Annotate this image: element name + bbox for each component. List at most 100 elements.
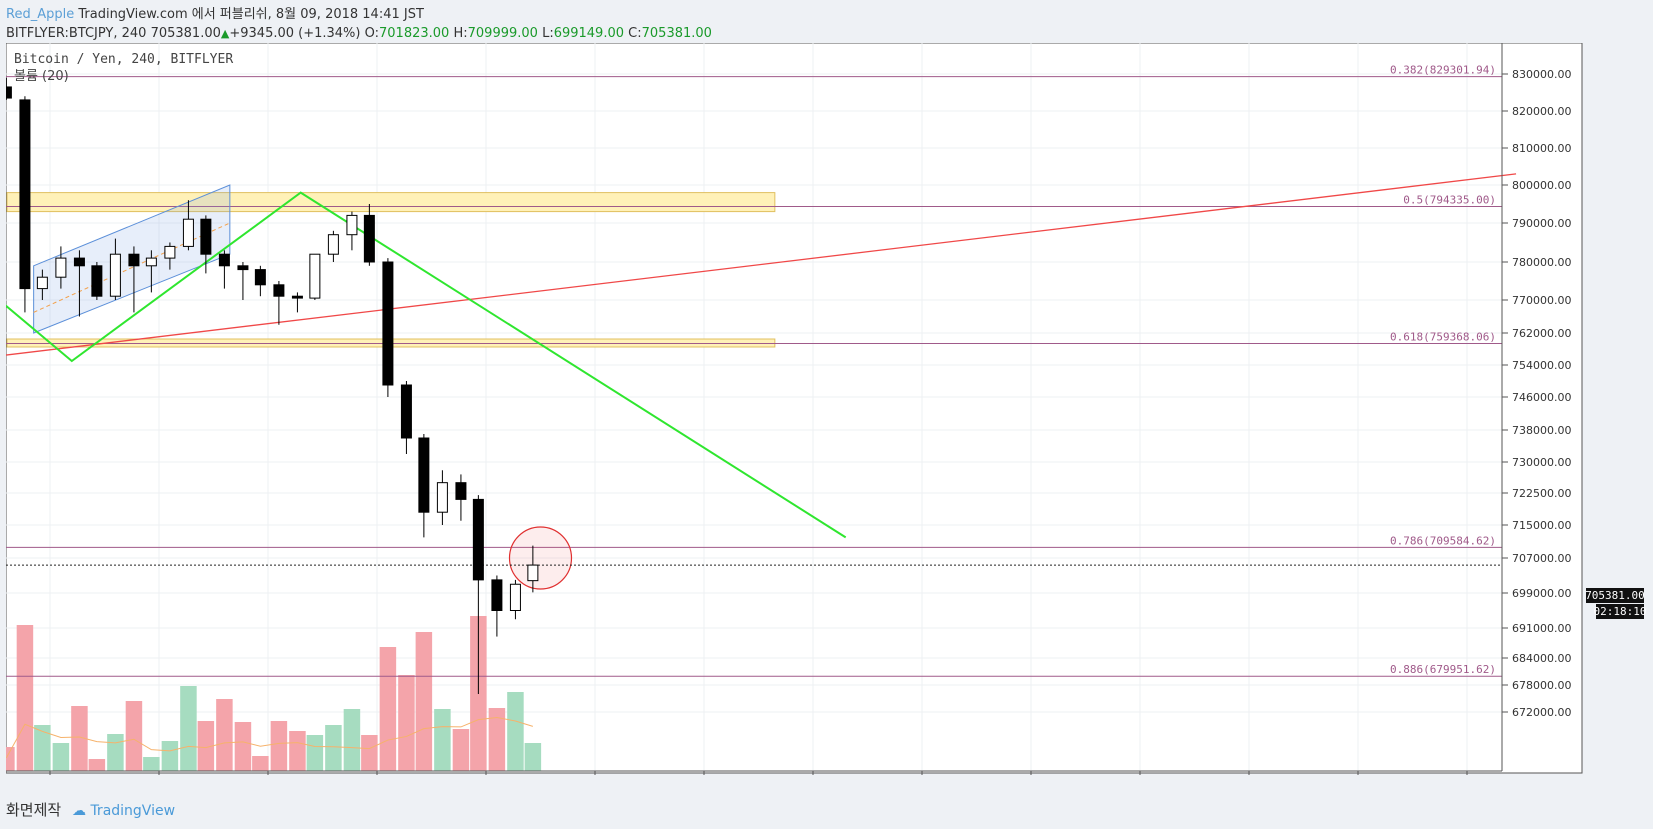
- volume-bars: [6, 616, 542, 771]
- volume-ma-line: [6, 716, 534, 759]
- y-tick-label: 820000.00: [1512, 105, 1572, 118]
- green-zigzag[interactable]: [6, 191, 847, 539]
- y-tick-label: 715000.00: [1512, 519, 1572, 532]
- candle-body: [109, 253, 121, 297]
- price-zone[interactable]: [6, 192, 776, 213]
- countdown-badge-bg: [1596, 604, 1644, 619]
- highlight-circle[interactable]: [508, 526, 573, 590]
- countdown-badge-text: 02:18:10: [1594, 605, 1647, 618]
- y-tick-label: 699000.00: [1512, 587, 1572, 600]
- close-label: C:: [628, 26, 642, 41]
- candles: [6, 77, 539, 694]
- y-tick-label: 691000.00: [1512, 622, 1572, 635]
- volume-bar: [161, 741, 179, 771]
- volume-bar: [325, 725, 342, 771]
- high-value: 709999.00: [467, 26, 538, 41]
- low-value: 699149.00: [553, 26, 625, 41]
- low-label: L:: [542, 26, 554, 41]
- candle-body: [527, 564, 539, 582]
- header-line-1: Red_Apple TradingView.com 에서 퍼블리쉬, 8월 09…: [6, 5, 712, 24]
- fib-levels[interactable]: 0.382(829301.94) 0.5(794335.00) 0.618(7593…: [6, 64, 1502, 677]
- candle-body: [237, 265, 249, 271]
- legend-volume: 볼륨 (20): [14, 69, 69, 84]
- y-tick-label: 762000.00: [1512, 327, 1572, 340]
- price-change: +9345.00 (+1.34%): [229, 26, 361, 41]
- price-chart[interactable]: 0.382(829301.94) 0.5(794335.00) 0.618(7593…: [6, 43, 1653, 775]
- volume-bar: [143, 757, 160, 771]
- candle-body: [363, 214, 375, 263]
- volume-bar: [16, 625, 34, 771]
- fib-label: 0.5(794335.00): [1403, 194, 1496, 207]
- time-axis[interactable]: 56789101112131415161718: [6, 770, 1502, 775]
- last-price-badge-text: 705381.00: [1585, 589, 1645, 602]
- candle-body: [491, 579, 503, 611]
- fib-label: 0.886(679951.62): [1390, 663, 1496, 676]
- red-trendline[interactable]: [6, 173, 1517, 357]
- volume-bar: [88, 759, 106, 771]
- volume-bar: [234, 722, 252, 771]
- y-tick-label: 770000.00: [1512, 294, 1572, 307]
- candle-body: [472, 498, 484, 581]
- y-tick-label: 684000.00: [1512, 652, 1572, 665]
- volume-bar: [306, 735, 324, 771]
- volume-bar: [34, 725, 51, 771]
- last-price: 705381.00: [150, 26, 221, 41]
- last-price-badge-bg: [1586, 588, 1644, 603]
- volume-bar: [415, 632, 433, 771]
- tradingview-logo[interactable]: ☁ TradingView: [72, 803, 175, 819]
- candle-body: [291, 295, 303, 299]
- tradingview-logo-text: TradingView: [90, 803, 176, 819]
- y-tick-label: 672000.00: [1512, 706, 1572, 719]
- y-tick-label: 780000.00: [1512, 256, 1572, 269]
- candle-body: [346, 214, 358, 236]
- volume-bar: [361, 735, 378, 771]
- candle-body: [273, 284, 285, 297]
- price-axis[interactable]: 830000.00 820000.00 810000.00 800000.00 7900…: [1501, 43, 1572, 771]
- candle-body: [382, 261, 394, 386]
- high-label: H:: [453, 26, 468, 41]
- y-tick-label: 810000.00: [1512, 142, 1572, 155]
- last-price-badge: 705381.00: [1585, 588, 1645, 603]
- fib-label: 0.786(709584.62): [1390, 534, 1496, 547]
- chart-header: Red_Apple TradingView.com 에서 퍼블리쉬, 8월 09…: [6, 5, 712, 43]
- fib-label: 0.382(829301.94): [1390, 64, 1496, 77]
- candle-body: [164, 245, 176, 259]
- legend-title: Bitcoin / Yen, 240, BITFLYER: [14, 52, 233, 67]
- publish-info: TradingView.com 에서 퍼블리쉬, 8월 09, 2018 14:…: [78, 7, 424, 22]
- footer: 화면제작 ☁ TradingView: [6, 799, 175, 820]
- cloud-icon: ☁: [71, 803, 86, 819]
- y-tick-label: 738000.00: [1512, 424, 1572, 437]
- fib-label: 0.618(759368.06): [1390, 331, 1496, 344]
- candle-body: [254, 269, 266, 286]
- open-value: 701823.00: [379, 26, 450, 41]
- grid-lines: [6, 43, 1502, 771]
- author-name[interactable]: Red_Apple: [6, 7, 75, 22]
- open-label: O:: [364, 26, 380, 41]
- volume-bar: [125, 701, 143, 771]
- made-by-label: 화면제작: [6, 801, 62, 819]
- volume-bar: [216, 699, 233, 771]
- volume-bar: [524, 743, 542, 771]
- candle-body: [182, 218, 194, 247]
- plot-area[interactable]: [6, 43, 1583, 774]
- y-tick-label: 800000.00: [1512, 179, 1572, 192]
- volume-bar: [197, 721, 215, 771]
- candle-body: [309, 253, 321, 299]
- channel-ma-dashed: [33, 222, 231, 313]
- volume-bar: [6, 747, 15, 771]
- y-tick-label: 754000.00: [1512, 359, 1572, 372]
- candle-body: [418, 437, 430, 513]
- volume-bar: [434, 709, 451, 771]
- candle-body: [509, 583, 521, 611]
- volume-bar: [252, 756, 269, 771]
- candle-body: [455, 482, 467, 500]
- header-line-2: BITFLYER:BTCJPY, 240 705381.00▲+9345.00 …: [6, 24, 712, 43]
- volume-bar: [107, 734, 124, 771]
- y-tick-label: 707000.00: [1512, 552, 1572, 565]
- candle-body: [91, 265, 103, 297]
- y-tick-label: 830000.00: [1512, 68, 1572, 81]
- volume-bar: [398, 675, 415, 771]
- candle-body: [436, 482, 448, 513]
- candle-body: [36, 276, 48, 290]
- volume-bar: [71, 706, 88, 771]
